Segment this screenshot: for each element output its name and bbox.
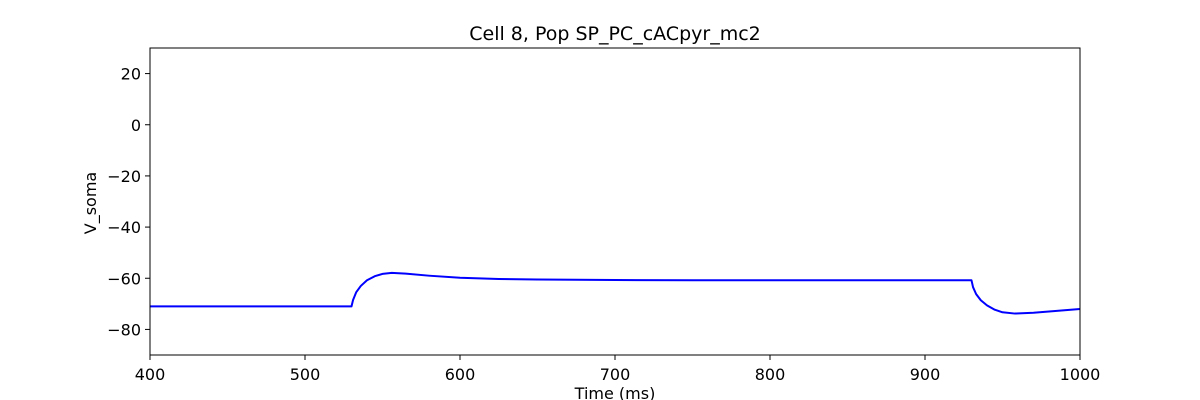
y-axis: −80 −60 −40 −20 0 20 [107,65,150,339]
x-tick-label: 800 [755,365,786,384]
y-tick-label: 20 [121,65,141,84]
x-axis: 400 500 600 700 800 900 1000 [135,355,1101,384]
x-tick-label: 500 [290,365,321,384]
y-tick-label: 0 [131,116,141,135]
y-tick-label: −20 [107,167,141,186]
series-line-0 [150,271,1081,315]
plot-area [150,271,1081,315]
y-tick-label: −60 [107,269,141,288]
y-axis-label: V_soma [81,172,101,234]
x-tick-label: 700 [600,365,631,384]
plot-frame [149,47,1081,356]
x-tick-label: 1000 [1060,365,1101,384]
x-tick-label: 900 [910,365,941,384]
y-tick-label: −40 [107,218,141,237]
x-tick-label: 600 [445,365,476,384]
y-tick-label: −80 [107,320,141,339]
x-tick-label: 400 [135,365,166,384]
chart-title: Cell 8, Pop SP_PC_cACpyr_mc2 [469,23,761,45]
x-axis-label: Time (ms) [574,384,656,400]
